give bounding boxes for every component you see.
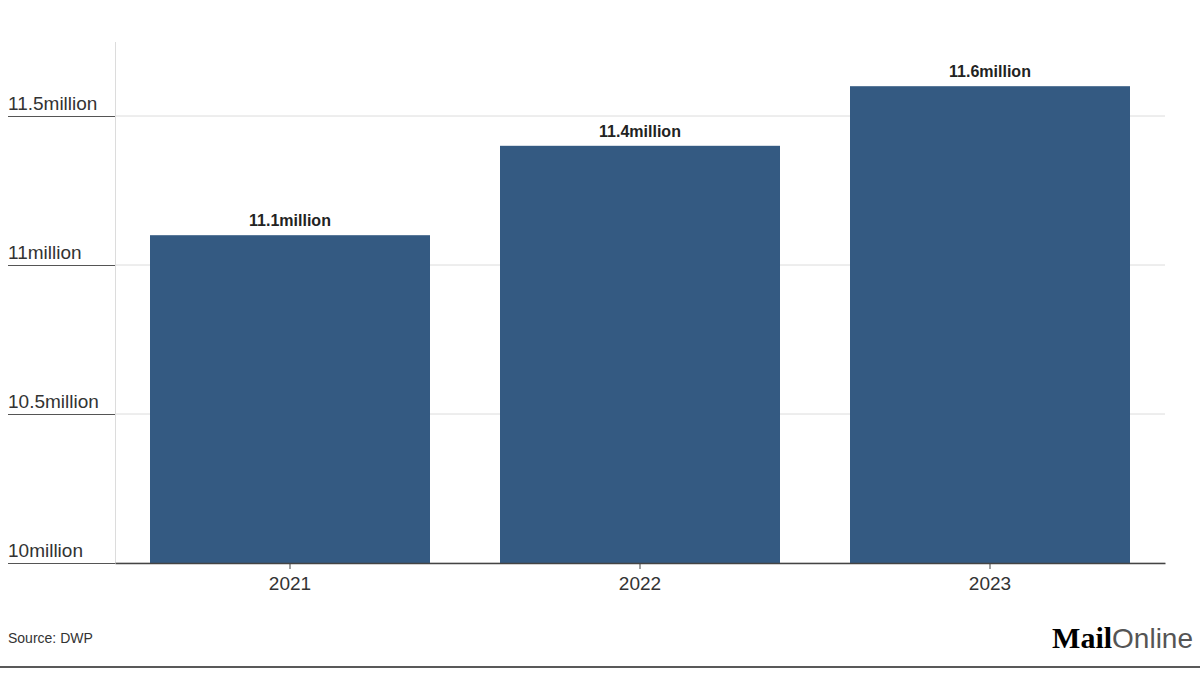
x-tick: 2021 [269, 563, 311, 594]
bar [850, 86, 1130, 563]
logo: MailOnline [1052, 621, 1193, 654]
y-tick-line [8, 116, 115, 117]
data-label: 11.1million [249, 212, 331, 229]
y-axis-line [115, 42, 116, 564]
y-tick: 11million [8, 242, 115, 266]
y-tick-label: 10million [8, 540, 83, 561]
y-tick-line [8, 414, 115, 415]
data-label: 11.6million [949, 63, 1031, 80]
x-axis: 2021 2022 2023 [116, 563, 1166, 594]
bars [150, 86, 1130, 563]
bottom-rule [0, 666, 1200, 668]
bar [150, 235, 430, 563]
y-tick-line [8, 265, 115, 266]
x-tick-line [290, 563, 291, 569]
source: Source: DWP [8, 630, 93, 646]
y-tick-label: 11million [8, 242, 82, 263]
logo-online: Online [1112, 623, 1193, 654]
logo-mail: Mail [1052, 621, 1112, 654]
y-axis: 10million 10.5million 11million 11.5million [8, 42, 116, 564]
x-tick: 2022 [619, 563, 661, 594]
x-tick-label: 2023 [969, 573, 1011, 594]
x-tick-label: 2021 [269, 573, 311, 594]
y-tick: 11.5million [8, 93, 115, 117]
x-tick: 2023 [969, 563, 1011, 594]
y-tick-label: 11.5million [8, 93, 97, 114]
bar [500, 146, 780, 563]
y-tick: 10million [8, 540, 115, 564]
y-tick-line [8, 563, 115, 564]
chart: 10million 10.5million 11million 11.5million… [0, 0, 1200, 675]
y-tick-label: 10.5million [8, 391, 99, 412]
x-tick-line [640, 563, 641, 569]
x-tick-label: 2022 [619, 573, 661, 594]
data-label: 11.4million [599, 123, 681, 140]
y-tick: 10.5million [8, 391, 115, 415]
data-labels: 11.1million 11.4million 11.6million [249, 63, 1031, 229]
x-tick-line [990, 563, 991, 569]
